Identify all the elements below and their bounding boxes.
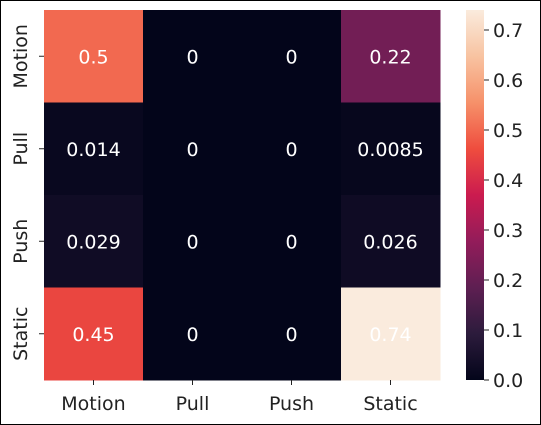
heatmap-cell [242, 195, 342, 288]
heatmap-cell [143, 287, 243, 381]
colorbar-tick-label: 0.4 [493, 170, 523, 192]
cell-label: 0.5 [78, 46, 108, 68]
cell-label: 0.74 [369, 324, 411, 346]
cell-label: 0 [285, 231, 297, 253]
y-tick-label: Push [10, 219, 32, 264]
heatmap-cell [44, 102, 144, 196]
heatmap-cell [44, 10, 144, 103]
heatmap-cell [242, 10, 342, 103]
heatmap-cell [341, 10, 441, 103]
cell-label: 0.014 [66, 139, 120, 161]
heatmap-cell [143, 10, 243, 103]
cell-label: 0 [186, 139, 198, 161]
cell-label: 0.22 [369, 46, 411, 68]
heatmap-cell [44, 195, 144, 288]
x-tick-label: Motion [61, 393, 125, 415]
cell-label: 0 [285, 139, 297, 161]
heatmap-cell [143, 102, 243, 196]
cell-label: 0.029 [66, 231, 120, 253]
cell-label: 0 [285, 324, 297, 346]
heatmap-cell [341, 195, 441, 288]
y-tick-label: Static [10, 307, 32, 361]
cell-label: 0 [186, 324, 198, 346]
colorbar: 0.0 0.1 0.2 0.3 0.4 0.5 0.6 0.7 [466, 10, 523, 392]
heatmap-cell-labels: 0.5 0 0 0.22 0.014 0 0 0.0085 0.029 0 0 0.026 0.45 0 0… [66, 46, 423, 346]
cell-label: 0.026 [363, 231, 417, 253]
heatmap-cell [341, 287, 441, 381]
cell-label: 0 [186, 46, 198, 68]
x-tick-label: Static [363, 393, 417, 415]
x-tick-label: Pull [176, 393, 210, 415]
heatmap-cell [242, 102, 342, 196]
colorbar-tick-label: 0.7 [493, 20, 523, 42]
heatmap-cell [242, 287, 342, 381]
heatmap-cell [341, 102, 441, 196]
cell-label: 0 [285, 46, 297, 68]
x-tick-label: Push [269, 393, 314, 415]
heatmap-cell [44, 287, 144, 381]
colorbar-tick-label: 0.2 [493, 270, 523, 292]
x-axis: Motion Pull Push Static [61, 380, 418, 415]
colorbar-tick-label: 0.3 [493, 220, 523, 242]
heatmap-cells [44, 10, 441, 381]
y-axis: Motion Pull Push Static [10, 24, 44, 361]
colorbar-tick-label: 0.0 [493, 370, 523, 392]
colorbar-gradient [466, 10, 484, 380]
colorbar-tick-label: 0.5 [493, 120, 523, 142]
heatmap-cell [143, 195, 243, 288]
y-tick-label: Pull [10, 132, 32, 166]
cell-label: 0.45 [72, 324, 114, 346]
colorbar-tick-label: 0.1 [493, 320, 523, 342]
cell-label: 0.0085 [357, 139, 423, 161]
colorbar-tick-label: 0.6 [493, 70, 523, 92]
cell-label: 0 [186, 231, 198, 253]
y-tick-label: Motion [10, 24, 32, 88]
